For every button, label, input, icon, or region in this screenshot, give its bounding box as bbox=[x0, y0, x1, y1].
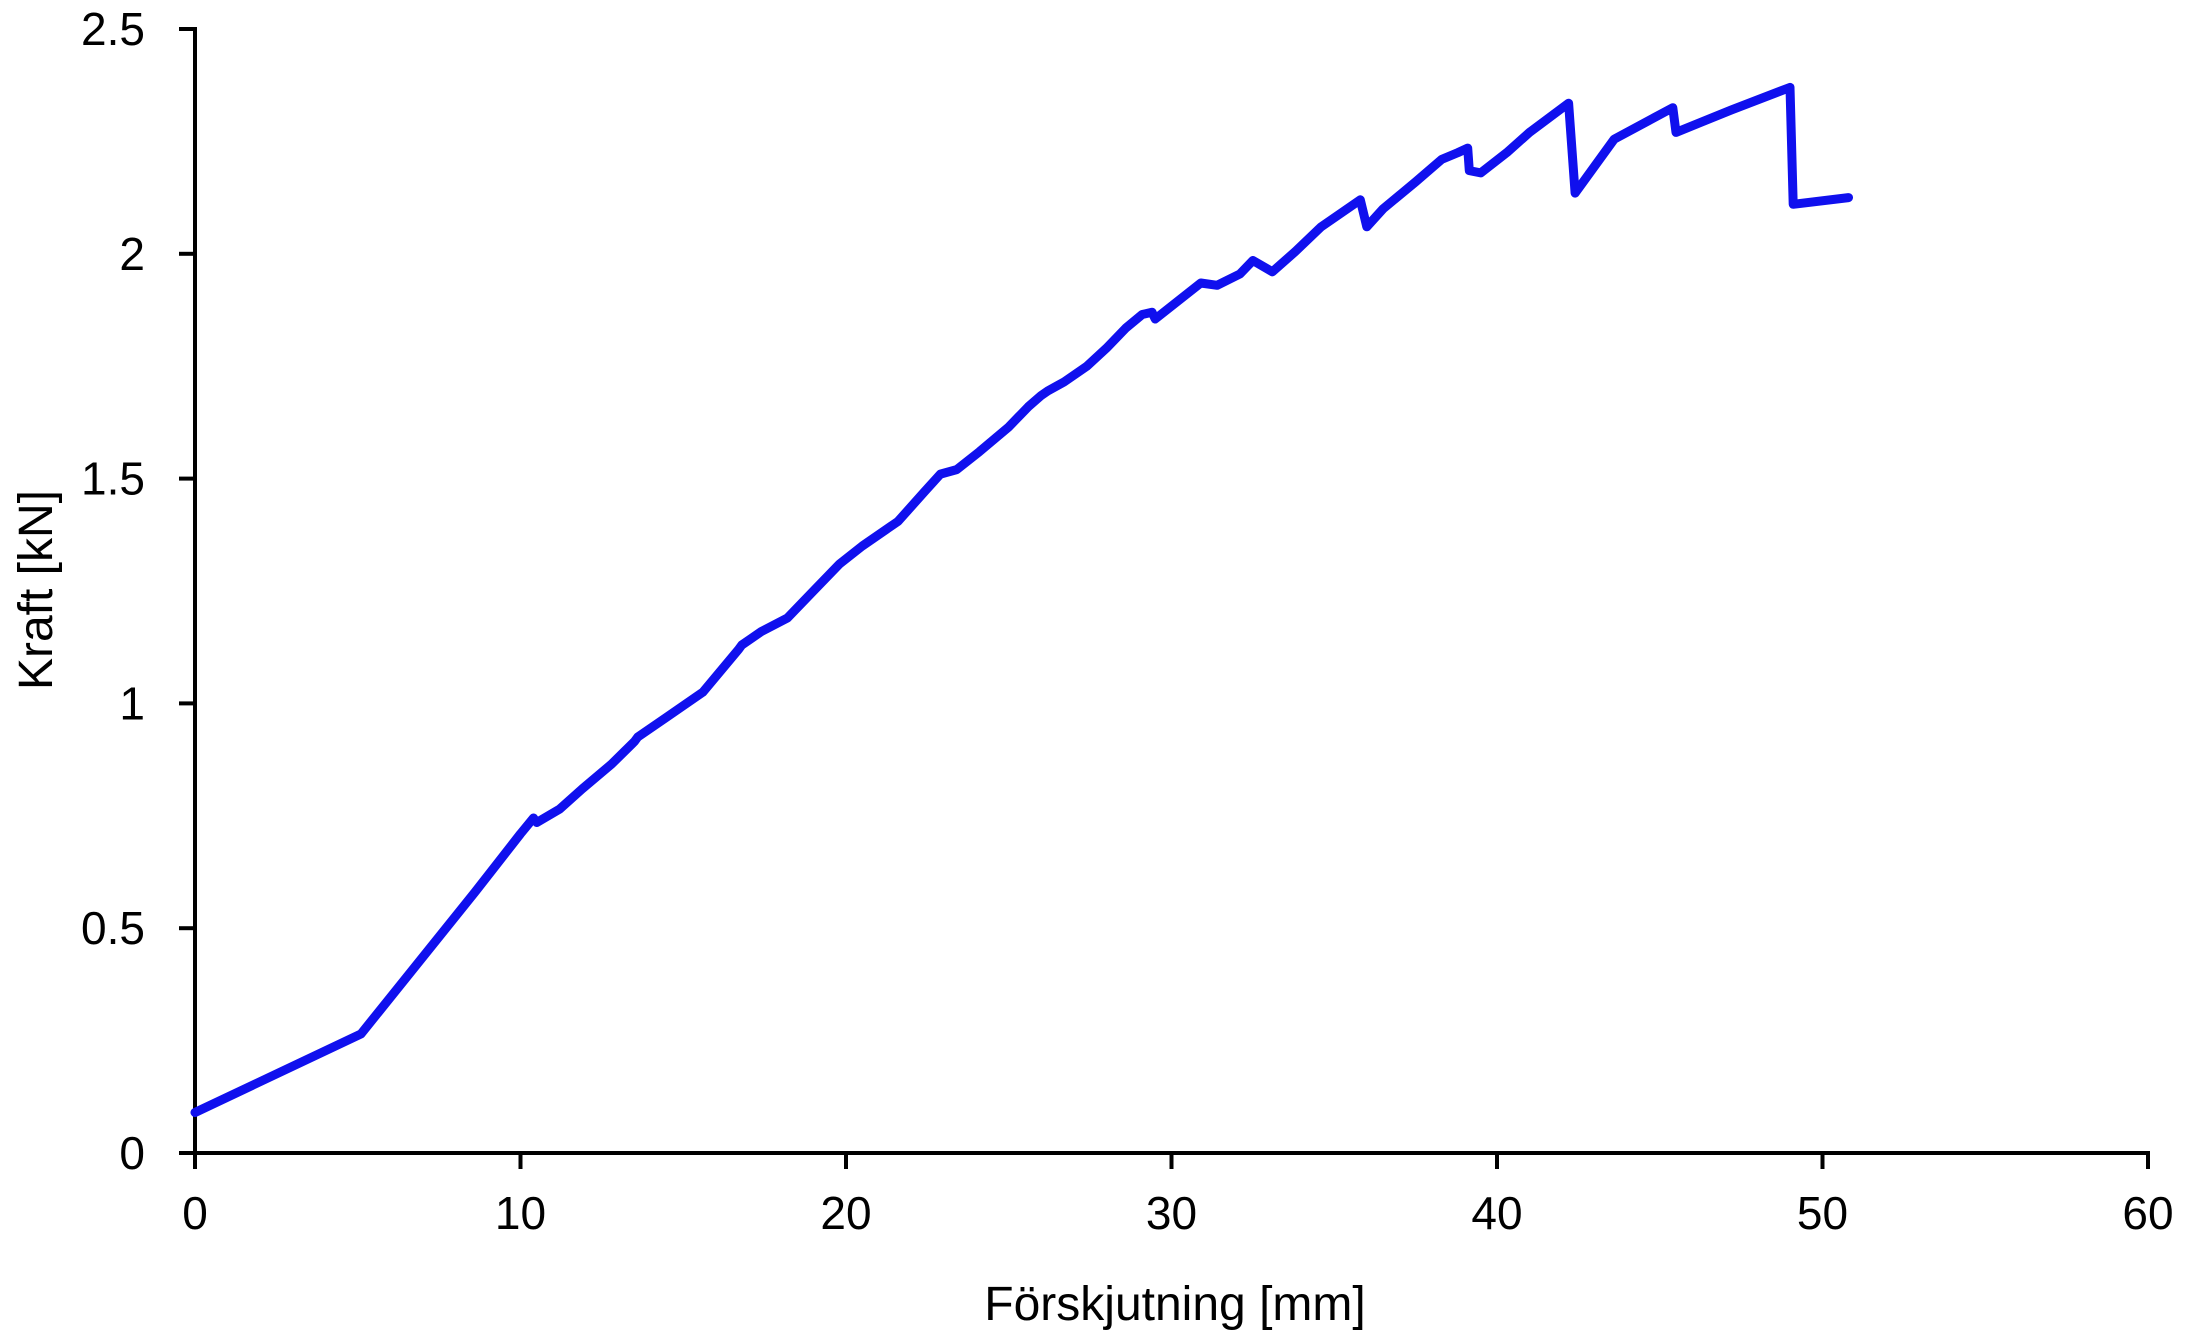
y-tick-label: 0.5 bbox=[81, 902, 145, 954]
y-axis-title: Kraft [kN] bbox=[10, 490, 63, 690]
x-axis-title: Förskjutning [mm] bbox=[984, 1278, 1365, 1331]
x-tick-label: 0 bbox=[182, 1187, 208, 1239]
y-tick-label: 2.5 bbox=[81, 3, 145, 55]
series bbox=[190, 82, 1853, 1117]
y-tick-labels: 0 0.5 1 1.5 2 2.5 bbox=[81, 3, 145, 1179]
x-tick-label: 40 bbox=[1471, 1187, 1522, 1239]
y-tick-label: 0 bbox=[119, 1127, 145, 1179]
axes bbox=[193, 27, 2150, 1155]
y-tick-label: 1 bbox=[119, 677, 145, 729]
y-tick-label: 2 bbox=[119, 228, 145, 280]
ticks bbox=[179, 27, 2150, 1169]
x-tick-label: 20 bbox=[820, 1187, 871, 1239]
y-tick-label: 1.5 bbox=[81, 453, 145, 505]
data-series-line bbox=[190, 82, 1853, 1117]
x-tick-label: 10 bbox=[495, 1187, 546, 1239]
x-tick-label: 60 bbox=[2122, 1187, 2173, 1239]
x-tick-label: 30 bbox=[1146, 1187, 1197, 1239]
x-tick-labels: 0 10 20 30 40 50 60 bbox=[182, 1187, 2173, 1239]
x-tick-label: 50 bbox=[1797, 1187, 1848, 1239]
